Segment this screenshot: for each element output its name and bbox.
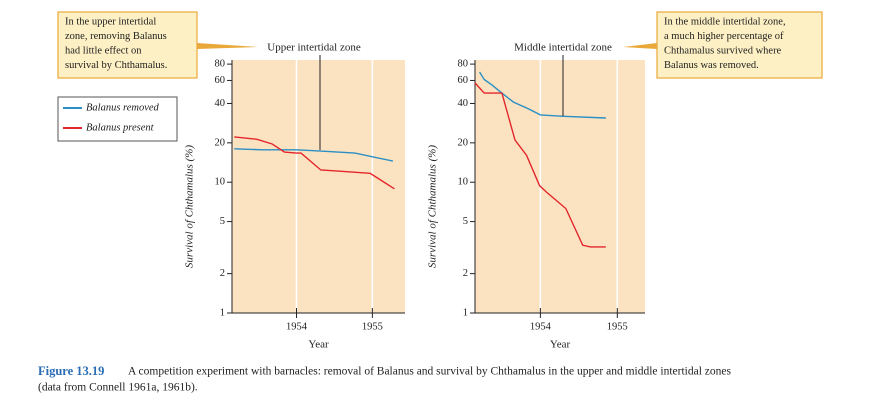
y-tick-label: 2 bbox=[220, 268, 225, 279]
x-axis-label: Year bbox=[550, 339, 571, 351]
y-tick-label: 80 bbox=[215, 59, 226, 70]
y-tick-label: 1 bbox=[220, 307, 225, 318]
annotation-text: a much higher percentage of bbox=[664, 31, 784, 42]
caption-line: A competition experiment with barnacles:… bbox=[128, 366, 731, 378]
y-axis-label: Survival of Chthamalus (%) bbox=[184, 145, 196, 268]
y-tick-label: 10 bbox=[215, 177, 226, 188]
y-tick-label: 5 bbox=[220, 216, 225, 227]
annotation-connector bbox=[623, 43, 657, 49]
data-line bbox=[474, 82, 606, 248]
annotation-text: survival by Chthamalus. bbox=[65, 60, 167, 71]
y-tick-label: 80 bbox=[458, 59, 469, 70]
legend-label: Balanus present bbox=[86, 122, 155, 133]
zone-label: Upper intertidal zone bbox=[267, 42, 361, 54]
y-tick-label: 1 bbox=[463, 307, 468, 318]
x-tick-label: 1955 bbox=[362, 321, 383, 332]
y-tick-label: 40 bbox=[215, 98, 226, 109]
annotation-text: In the upper intertidal bbox=[65, 16, 156, 27]
y-tick-label: 2 bbox=[463, 268, 468, 279]
plot-area bbox=[232, 60, 405, 313]
x-tick-label: 1954 bbox=[530, 321, 552, 332]
y-tick-label: 40 bbox=[458, 98, 469, 109]
annotation-connector bbox=[197, 43, 258, 49]
zone-label: Middle intertidal zone bbox=[514, 42, 612, 54]
caption-line: (data from Connell 1961a, 1961b). bbox=[38, 382, 198, 394]
legend-label: Balanus removed bbox=[86, 102, 160, 113]
y-tick-label: 60 bbox=[458, 75, 469, 86]
figure-number: Figure 13.19 bbox=[38, 364, 104, 378]
x-axis-label: Year bbox=[308, 339, 329, 351]
annotation-text: Chthamalus survived where bbox=[664, 45, 782, 56]
legend bbox=[57, 96, 178, 142]
annotation-box bbox=[57, 11, 198, 79]
annotation-text: Balanus was removed. bbox=[664, 60, 759, 71]
y-tick-label: 20 bbox=[458, 137, 469, 148]
y-axis-label: Survival of Chthamalus (%) bbox=[427, 145, 439, 268]
x-tick-label: 1954 bbox=[286, 321, 308, 332]
data-line bbox=[479, 71, 606, 119]
data-line bbox=[234, 148, 394, 162]
y-tick-label: 60 bbox=[215, 75, 226, 86]
y-tick-label: 20 bbox=[215, 137, 226, 148]
plot-area bbox=[475, 60, 645, 313]
annotation-text: In the middle intertidal zone, bbox=[664, 16, 786, 27]
annotation-text: had little effect on bbox=[65, 45, 142, 56]
data-line bbox=[234, 136, 395, 190]
y-tick-label: 5 bbox=[463, 216, 468, 227]
x-tick-label: 1955 bbox=[607, 321, 628, 332]
y-tick-label: 10 bbox=[458, 177, 469, 188]
annotation-box bbox=[656, 11, 823, 79]
annotation-text: zone, removing Balanus bbox=[65, 31, 167, 42]
